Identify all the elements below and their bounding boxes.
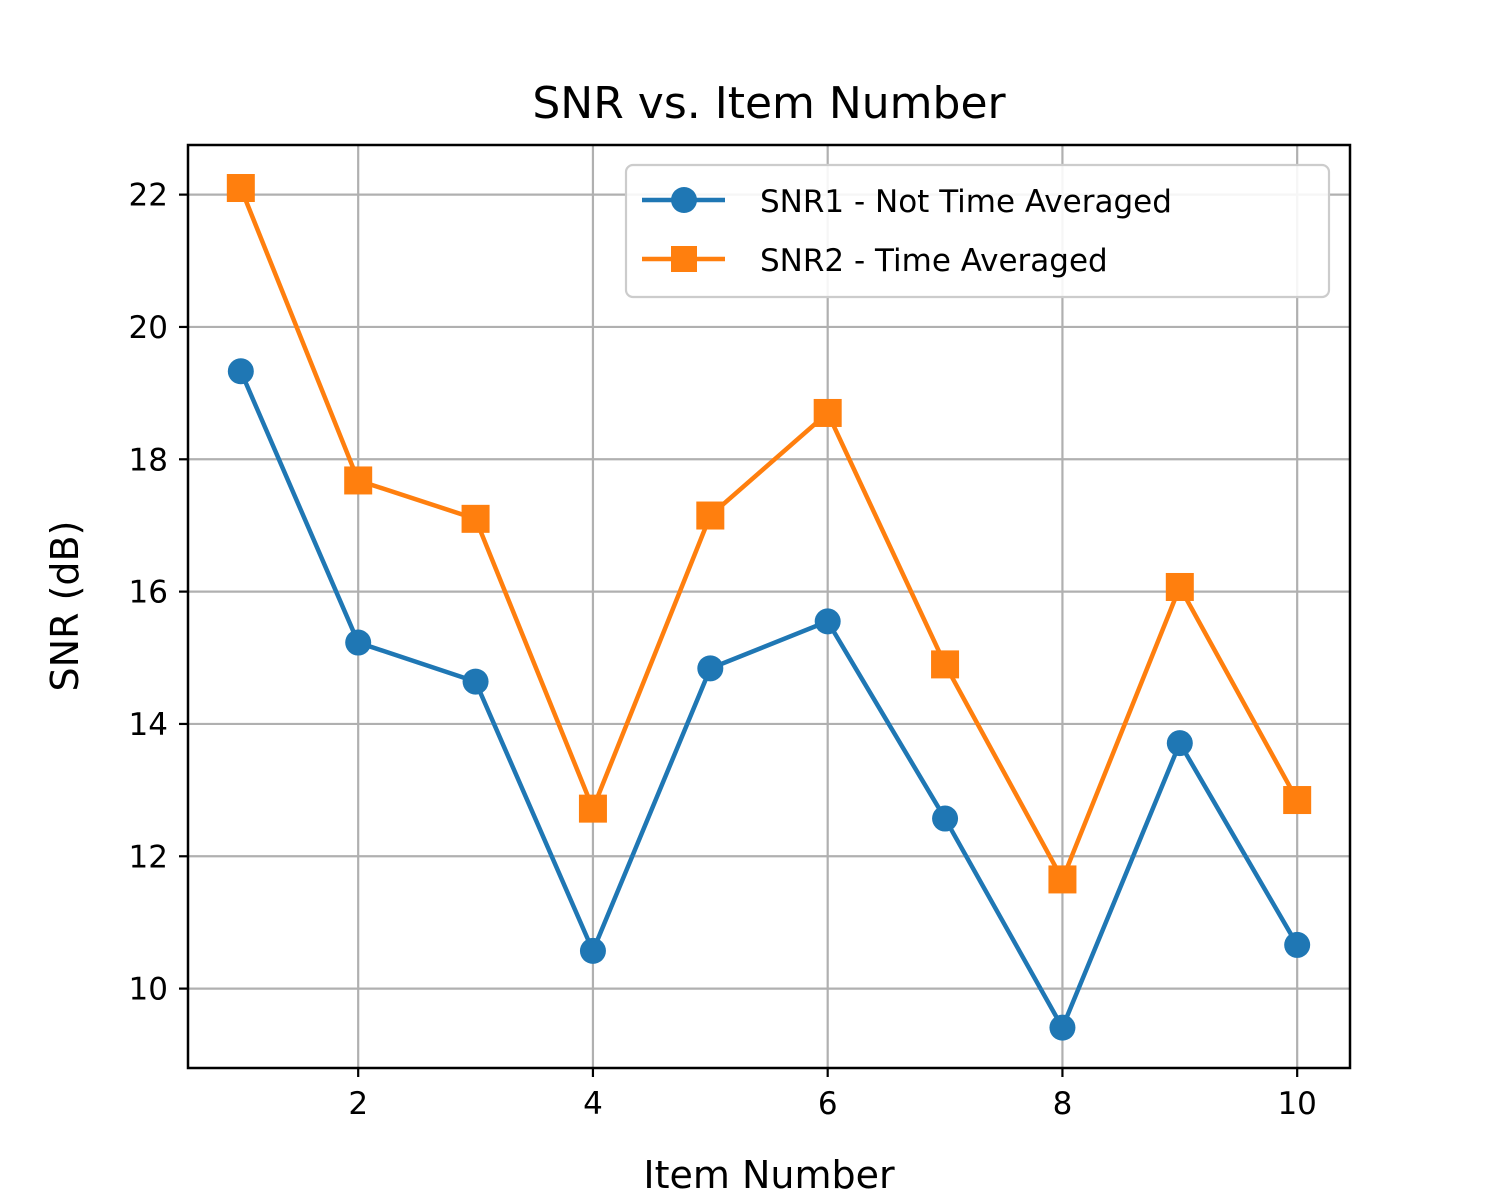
series-2-line [238,187,1300,882]
series-2-point-6 [813,398,842,427]
x-tick-label-4: 4 [583,1086,603,1122]
legend-snr2-marker [671,246,697,272]
series-1-point-10 [1284,931,1311,958]
series-2-point-8 [1048,865,1077,894]
chart-title: SNR vs. Item Number [532,78,1006,129]
series-1-point-9 [1166,730,1193,757]
legend: SNR1 - Not Time Averaged SNR2 - Time Ave… [624,163,1331,299]
series-1-point-2 [345,629,372,656]
series-2-point-3 [461,504,490,533]
legend-snr2-label: SNR2 - Time Averaged [760,243,1108,279]
series-2-point-2 [344,466,373,495]
series-2-point-10 [1283,786,1312,815]
series-2-point-4 [578,794,607,823]
series-1-point-6 [814,608,841,635]
series-1-point-8 [1049,1014,1076,1041]
x-tick-label-8: 8 [1053,1086,1073,1122]
x-tick-label-6: 6 [818,1086,838,1122]
y-tick-label-22: 22 [129,178,168,214]
series-2-point-1 [226,174,255,203]
y-tick-label-14: 14 [129,707,168,743]
y-tick-label-20: 20 [129,310,168,346]
series-1-point-5 [697,655,724,682]
series-2-point-5 [696,501,725,530]
series-1-point-3 [462,668,489,695]
series-2-point-9 [1165,572,1194,601]
y-axis-label: SNR (dB) [43,521,87,692]
y-tick-label-16: 16 [129,575,168,611]
grid-lines [188,145,1350,1068]
legend-box [624,163,1331,299]
series-1-point-7 [932,805,959,832]
x-axis-label: Item Number [643,1153,895,1197]
legend-snr1-marker [671,187,697,213]
y-tick-label-18: 18 [129,442,168,478]
x-tick-label-2: 2 [348,1086,368,1122]
x-tick-label-10: 10 [1277,1086,1316,1122]
y-tick-label-10: 10 [129,972,168,1008]
series-1-point-4 [579,937,606,964]
plot-frame [186,143,1352,1070]
series-2-point-7 [931,650,960,679]
legend-snr1-label: SNR1 - Not Time Averaged [760,184,1172,220]
series-1-line [238,370,1300,1030]
axis-ticks: 2 4 6 8 10 10 12 14 16 18 20 22 [129,178,1317,1122]
y-tick-label-12: 12 [129,839,168,875]
series-1-point-1 [227,358,254,385]
data-series [226,174,1312,1041]
